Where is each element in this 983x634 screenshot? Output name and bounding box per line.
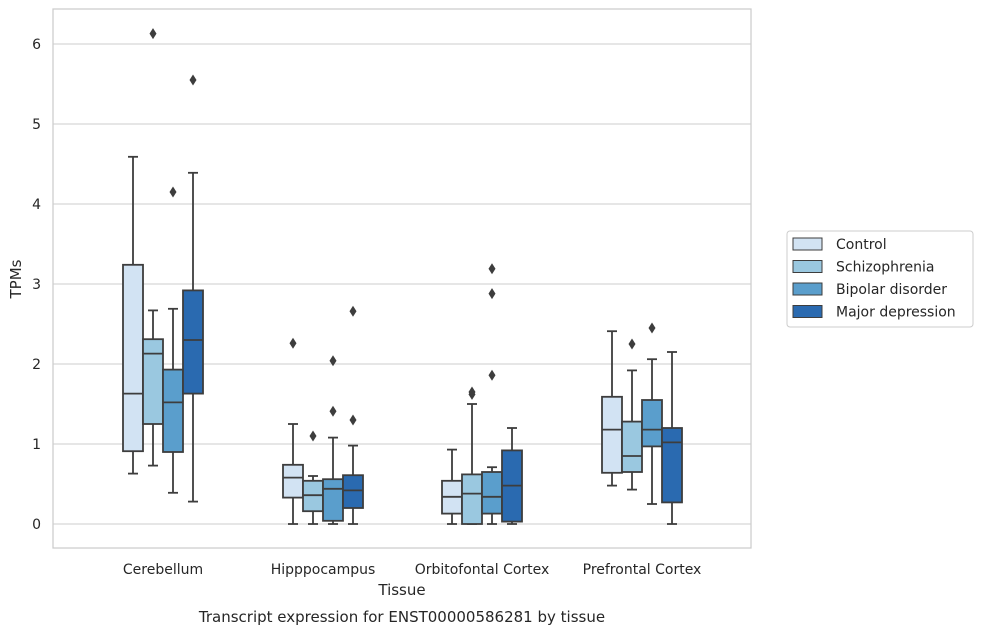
y-axis-label: TPMs (7, 259, 25, 299)
y-tick-label-2: 2 (32, 357, 41, 373)
box-prefrontal-cortex-schizophrenia (621, 338, 643, 491)
legend-label-schizophrenia: Schizophrenia (836, 260, 934, 276)
x-tick-labels: Cerebellum Hipppocampus Orbitofontal Corte… (123, 562, 701, 578)
outlier-point-2 (488, 263, 496, 275)
box-iqr (601, 395, 623, 474)
box-iqr (461, 473, 483, 525)
box-orbitofontal-cortex-major-depression (501, 427, 523, 525)
box-hipppocampus-major-depression (342, 305, 364, 525)
box-hipppocampus-bipolar-disorder (322, 355, 344, 525)
box-cerebellum-bipolar-disorder (162, 186, 184, 494)
box-iqr (661, 427, 683, 504)
box-iqr (621, 420, 643, 473)
y-tick-label-4: 4 (32, 197, 41, 213)
box-orbitofontal-cortex-bipolar-disorder (481, 263, 503, 525)
outlier-point-0 (149, 28, 157, 40)
box-hipppocampus-schizophrenia (302, 430, 324, 525)
outlier-point-0 (349, 414, 357, 426)
box-prefrontal-cortex-major-depression (661, 351, 683, 525)
box-prefrontal-cortex-bipolar-disorder (641, 322, 663, 505)
legend-swatch-schizophrenia (792, 260, 823, 273)
y-tick-label-5: 5 (32, 117, 41, 133)
box-iqr (481, 471, 503, 515)
legend-swatch-bipolar-disorder (792, 282, 823, 296)
box-iqr (322, 478, 344, 522)
legend: Control Schizophrenia Bipolar disorder Majo… (786, 230, 974, 328)
y-tick-label-0: 0 (32, 517, 41, 533)
legend-label-bipolar-disorder: Bipolar disorder (836, 282, 947, 298)
outlier-point-0 (329, 405, 337, 417)
x-axis-label: Tissue (377, 581, 425, 599)
box-orbitofontal-cortex-control (441, 448, 463, 525)
box-iqr (342, 474, 364, 509)
y-tick-label-1: 1 (32, 437, 41, 453)
outlier-point-0 (309, 430, 317, 442)
boxes (122, 28, 683, 525)
box-iqr (162, 368, 184, 453)
outlier-point-0 (189, 74, 197, 86)
legend-swatch-control (792, 237, 823, 251)
box-iqr (122, 263, 144, 453)
outlier-point-1 (329, 355, 337, 367)
legend-swatch-major-depression (792, 305, 823, 318)
outlier-point-0 (169, 186, 177, 198)
legend-label-control: Control (836, 237, 887, 253)
x-tick-label-cerebellum: Cerebellum (123, 562, 203, 578)
box-iqr (182, 289, 204, 395)
box-hipppocampus-control (282, 337, 304, 525)
x-tick-label-orbitofontal-cortex: Orbitofontal Cortex (415, 562, 550, 578)
x-tick-label-hipppocampus: Hipppocampus (271, 562, 376, 578)
box-iqr (142, 338, 164, 425)
box-cerebellum-major-depression (182, 74, 204, 503)
outlier-point-0 (488, 369, 496, 381)
y-tick-label-6: 6 (32, 37, 41, 53)
gridlines (53, 43, 751, 525)
box-orbitofontal-cortex-schizophrenia (461, 386, 483, 525)
legend-frame (786, 230, 974, 328)
y-tick-label-3: 3 (32, 277, 41, 293)
chart-caption: Transcript expression for ENST0000058628… (198, 608, 605, 626)
box-prefrontal-cortex-control (601, 330, 623, 487)
box-iqr (282, 463, 304, 499)
plot-frame (52, 8, 752, 549)
outlier-point-0 (648, 322, 656, 334)
outlier-point-1 (488, 288, 496, 300)
x-tick-label-prefrontal-cortex: Prefrontal Cortex (583, 562, 702, 578)
box-cerebellum-schizophrenia (142, 28, 164, 467)
outlier-point-1 (349, 305, 357, 317)
y-tick-labels: 0 1 2 3 4 5 6 (32, 37, 41, 533)
outlier-point-0 (289, 337, 297, 349)
outlier-point-0 (628, 338, 636, 350)
outlier-point-1 (468, 386, 476, 398)
box-iqr (641, 399, 663, 448)
legend-label-major-depression: Major depression (836, 305, 956, 321)
